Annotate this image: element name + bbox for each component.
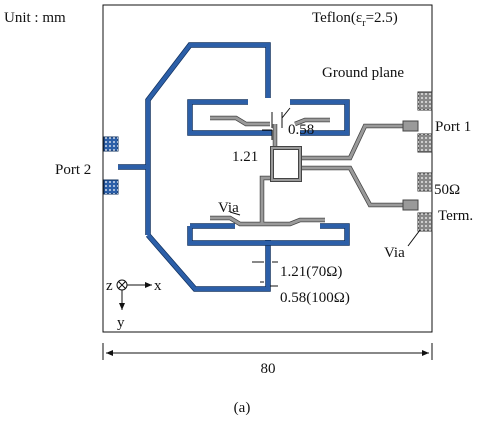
width-label: 80 — [261, 361, 276, 377]
dim-058-bottom: 0.58(100Ω) — [280, 290, 350, 306]
substrate-prefix: Teflon(ε — [312, 10, 362, 26]
unit-label: Unit : mm — [4, 10, 66, 26]
dim-121-bottom: 1.21(70Ω) — [280, 264, 342, 280]
annotations — [229, 107, 421, 287]
dim-121-top: 1.21 — [232, 149, 258, 165]
axis-y: y — [117, 315, 125, 331]
term-label: Term. — [438, 208, 473, 224]
width-dimension — [102, 343, 433, 360]
port2-label: Port 2 — [55, 162, 91, 178]
axes-icon — [116, 279, 152, 310]
substrate-label: Teflon(εr=2.5) — [312, 10, 398, 29]
blue-traces — [103, 42, 350, 292]
via-right-label: Via — [384, 245, 405, 261]
axis-x: x — [154, 278, 162, 294]
substrate-suffix: =2.5) — [366, 10, 398, 26]
caption: (a) — [234, 400, 251, 416]
axis-z: z — [106, 278, 113, 294]
ground-plane-label: Ground plane — [322, 65, 404, 81]
port1-label: Port 1 — [435, 119, 471, 135]
dim-058-top: 0.58 — [288, 122, 314, 138]
via-left-label: Via — [218, 200, 239, 216]
gray-traces — [210, 91, 433, 232]
substrate-sub: r — [362, 18, 366, 29]
term-ohm-label: 50Ω — [434, 182, 460, 198]
